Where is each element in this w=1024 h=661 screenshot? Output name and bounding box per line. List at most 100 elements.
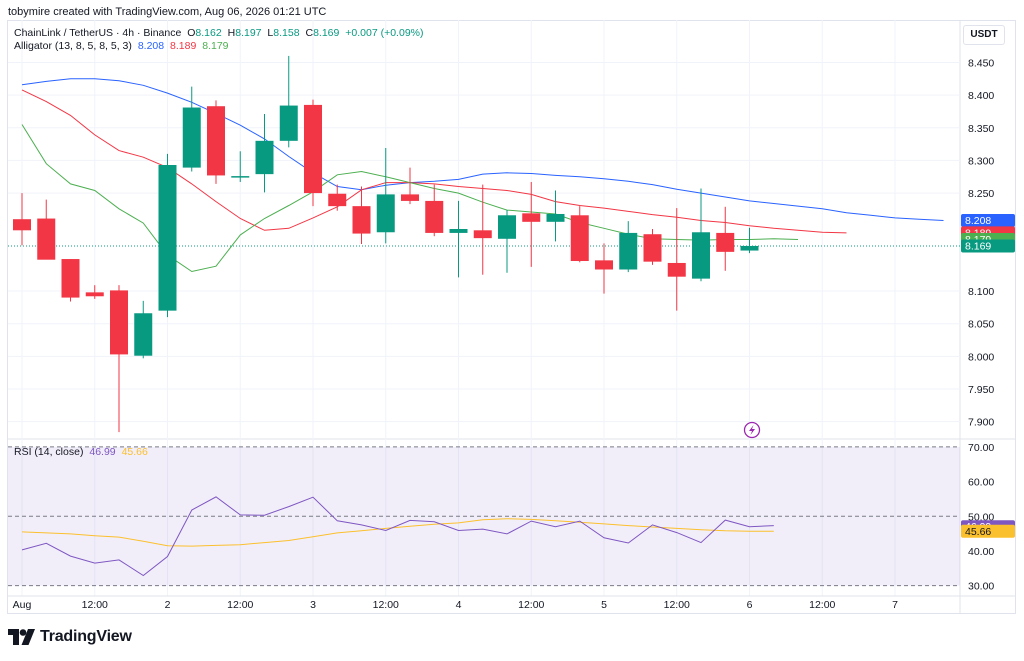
close-value: 8.169 [313,27,340,39]
price-tick-label: 7.950 [968,384,994,396]
rsi-ma-value: 45.66 [121,446,148,458]
candle-body [85,292,104,297]
candle [352,186,371,245]
rsi-background-layer [8,446,960,587]
tradingview-logo-icon [8,629,35,645]
time-tick-label: 12:00 [373,599,399,611]
chart-credit-caption: tobymire created with TradingView.com, A… [8,6,327,18]
time-tick-label: 12:00 [664,599,690,611]
candle [498,210,516,273]
candle-body [304,104,322,194]
candle [85,285,104,299]
candle [643,229,662,265]
rsi-ma-badge: 45.66 [965,526,991,538]
candle-body [13,219,31,231]
candle-body [595,260,613,270]
price-tick-label: 7.900 [968,417,994,429]
alligator-lips-value: 8.179 [202,40,229,52]
currency-button[interactable]: USDT [963,25,1005,45]
candle [61,259,80,302]
close-label: C [305,27,314,39]
time-tick-label: 12:00 [82,599,108,611]
rsi-ma-badge-bg [961,524,1015,538]
candle-body [231,176,250,178]
lightning-icon [743,421,761,439]
chart-frame [7,20,1016,614]
tradingview-logo-text: TradingView [40,628,132,645]
candle-body [255,140,274,175]
price-tick-label: 8.300 [968,155,994,167]
high-value: 8.197 [235,27,262,39]
price-tick-label: 8.000 [968,351,994,363]
candle [570,206,589,263]
time-tick-label: 12:00 [809,599,835,611]
time-tick-label: 12:00 [518,599,544,611]
jaw-price-badge-bg [961,214,1015,228]
candle [328,184,347,211]
rsi-tick-label: 70.00 [968,442,994,454]
candle-body [570,215,589,262]
last-price-badge: 8.169 [965,240,991,252]
alligator-layer [8,78,960,273]
low-value: 8.158 [273,27,300,39]
candle [376,148,395,244]
time-tick-label: 5 [601,599,607,611]
candle-body [425,200,444,233]
jaw-price-badge: 8.208 [965,215,991,227]
candle-body [279,105,298,141]
candle [425,184,444,237]
last-price-badge-bg [961,239,1015,253]
rsi-ma-line [21,518,774,547]
price-tick-label: 8.250 [968,188,994,200]
candle [619,221,638,273]
candle [13,193,31,246]
candle-body [619,232,638,270]
rsi-layer [21,496,774,577]
price-tick-label: 8.450 [968,57,994,69]
candle [158,153,177,318]
candle-body [473,230,492,239]
candle-body [207,106,225,176]
time-tick-label: 4 [456,599,462,611]
high-label: H [227,27,236,39]
alligator-jaw-value: 8.208 [137,40,165,52]
alligator-label: Alligator (13, 8, 5, 8, 5, 3) [14,40,132,52]
candle [716,206,735,271]
candle-body [37,218,56,260]
open-value: 8.162 [195,27,222,39]
candle-body [110,290,128,355]
rsi-tick-label: 60.00 [968,477,994,489]
candle-body [740,245,759,251]
candle [595,243,613,294]
tradingview-logo: TradingView [8,628,132,646]
alligator-teeth-line [21,89,847,234]
candle [692,188,710,282]
candle [37,199,56,260]
symbol-legend: ChainLink / TetherUS · 4h · Binance O8.1… [14,27,427,39]
time-tick-label: 2 [165,599,171,611]
rsi-legend[interactable]: RSI (14, close) 46.99 45.66 [14,446,151,458]
price-tick-label: 8.050 [968,319,994,331]
candle [667,208,686,311]
candle [231,151,250,182]
candle [304,99,322,207]
candle-body [352,206,371,234]
alligator-teeth-value: 8.189 [170,40,197,52]
rsi-tick-label: 30.00 [968,581,994,593]
candle-body [401,194,419,201]
price-tick-label: 8.350 [968,123,994,135]
candle-body [182,107,201,168]
candle [401,167,419,205]
candle-body [134,313,153,356]
time-tick-label: 3 [310,599,316,611]
change-value: +0.007 (+0.09%) [345,27,424,39]
candle [473,184,492,275]
alligator-legend[interactable]: Alligator (13, 8, 5, 8, 5, 3) 8.208 8.18… [14,40,232,52]
rsi-value: 46.99 [89,446,116,458]
symbol-title: ChainLink / TetherUS · 4h · Binance [14,27,182,39]
candle [522,181,541,267]
price-tick-label: 8.400 [968,90,994,102]
candle [207,100,225,184]
candle-body [61,259,80,298]
